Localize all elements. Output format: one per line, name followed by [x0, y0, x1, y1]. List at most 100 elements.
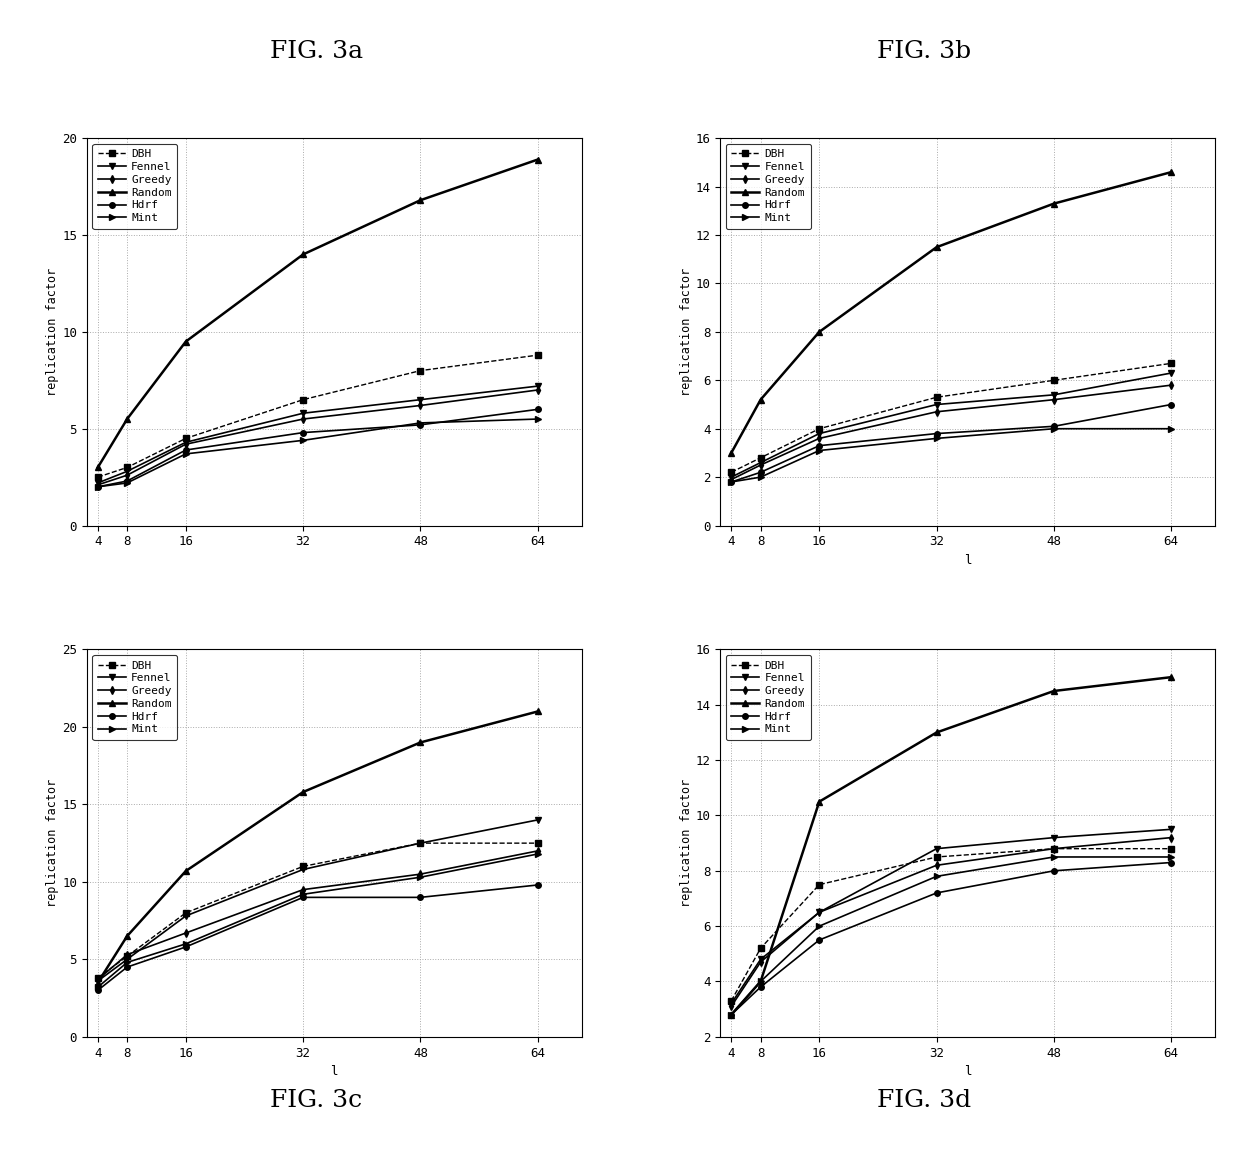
Mint: [120, 476, 135, 490]
Hdrf: [413, 890, 428, 904]
Fennel: [91, 975, 105, 988]
Fennel: [179, 909, 193, 923]
DBH: [753, 941, 768, 955]
DBH: [91, 971, 105, 985]
Fennel: [413, 836, 428, 850]
Greedy: [724, 472, 739, 486]
Text: FIG. 3d: FIG. 3d: [877, 1089, 971, 1112]
Mint: [812, 919, 827, 933]
Mint: [179, 447, 193, 461]
Greedy: [120, 469, 135, 483]
Line: Fennel: Fennel: [729, 826, 1174, 1007]
Y-axis label: replication factor: replication factor: [46, 779, 60, 908]
Greedy: [91, 478, 105, 492]
Greedy: [812, 432, 827, 446]
Greedy: [753, 955, 768, 969]
DBH: [531, 836, 546, 850]
Line: Hdrf: Hdrf: [95, 407, 541, 490]
Mint: [724, 1008, 739, 1022]
Random: [295, 248, 310, 262]
Hdrf: [812, 439, 827, 453]
Random: [753, 975, 768, 988]
Hdrf: [120, 960, 135, 973]
Hdrf: [724, 475, 739, 488]
Random: [1047, 197, 1061, 211]
Random: [1047, 684, 1061, 698]
Random: [531, 705, 546, 719]
Greedy: [929, 858, 944, 872]
Greedy: [724, 1000, 739, 1014]
Line: Fennel: Fennel: [95, 384, 541, 486]
DBH: [295, 859, 310, 873]
Fennel: [295, 407, 310, 420]
Random: [753, 393, 768, 407]
Line: Mint: Mint: [729, 854, 1174, 1017]
Greedy: [531, 844, 546, 858]
Greedy: [413, 399, 428, 412]
Mint: [295, 887, 310, 901]
DBH: [1164, 842, 1179, 856]
DBH: [753, 450, 768, 464]
DBH: [413, 364, 428, 378]
Mint: [1047, 850, 1061, 864]
DBH: [724, 994, 739, 1008]
Random: [929, 241, 944, 255]
Fennel: [753, 456, 768, 470]
DBH: [929, 391, 944, 404]
Hdrf: [295, 426, 310, 440]
Greedy: [91, 972, 105, 986]
Random: [812, 795, 827, 809]
Hdrf: [179, 940, 193, 954]
Hdrf: [1164, 397, 1179, 411]
Y-axis label: replication factor: replication factor: [680, 267, 693, 396]
Fennel: [1047, 388, 1061, 402]
Hdrf: [91, 480, 105, 494]
Mint: [753, 470, 768, 484]
Random: [120, 930, 135, 943]
Line: Fennel: Fennel: [729, 370, 1174, 480]
Random: [179, 864, 193, 878]
Line: Mint: Mint: [95, 851, 541, 990]
Fennel: [531, 379, 546, 393]
DBH: [812, 878, 827, 892]
Mint: [91, 980, 105, 994]
Greedy: [295, 412, 310, 426]
DBH: [179, 432, 193, 446]
Fennel: [724, 470, 739, 484]
Hdrf: [929, 426, 944, 440]
Greedy: [929, 404, 944, 418]
Fennel: [1164, 366, 1179, 380]
Greedy: [413, 867, 428, 881]
Line: Hdrf: Hdrf: [95, 882, 541, 993]
Mint: [929, 870, 944, 884]
Mint: [812, 444, 827, 457]
Hdrf: [929, 886, 944, 900]
Mint: [929, 432, 944, 446]
Mint: [1047, 422, 1061, 435]
Hdrf: [1047, 419, 1061, 433]
Mint: [1164, 422, 1179, 435]
Hdrf: [1047, 864, 1061, 878]
Fennel: [91, 476, 105, 490]
Line: Greedy: Greedy: [95, 387, 541, 487]
Random: [812, 325, 827, 339]
Y-axis label: replication factor: replication factor: [680, 779, 693, 908]
Greedy: [1047, 393, 1061, 407]
Fennel: [413, 393, 428, 407]
Fennel: [120, 953, 135, 967]
Random: [413, 735, 428, 749]
Random: [724, 1008, 739, 1022]
Mint: [413, 416, 428, 430]
Greedy: [1164, 378, 1179, 392]
Legend: DBH, Fennel, Greedy, Random, Hdrf, Mint: DBH, Fennel, Greedy, Random, Hdrf, Mint: [725, 655, 811, 740]
DBH: [531, 348, 546, 362]
DBH: [120, 461, 135, 475]
Legend: DBH, Fennel, Greedy, Random, Hdrf, Mint: DBH, Fennel, Greedy, Random, Hdrf, Mint: [92, 144, 177, 229]
Random: [91, 976, 105, 990]
Mint: [1164, 850, 1179, 864]
Mint: [295, 433, 310, 447]
Hdrf: [753, 465, 768, 479]
Greedy: [753, 458, 768, 472]
X-axis label: l: l: [331, 1066, 339, 1078]
Fennel: [1047, 831, 1061, 844]
